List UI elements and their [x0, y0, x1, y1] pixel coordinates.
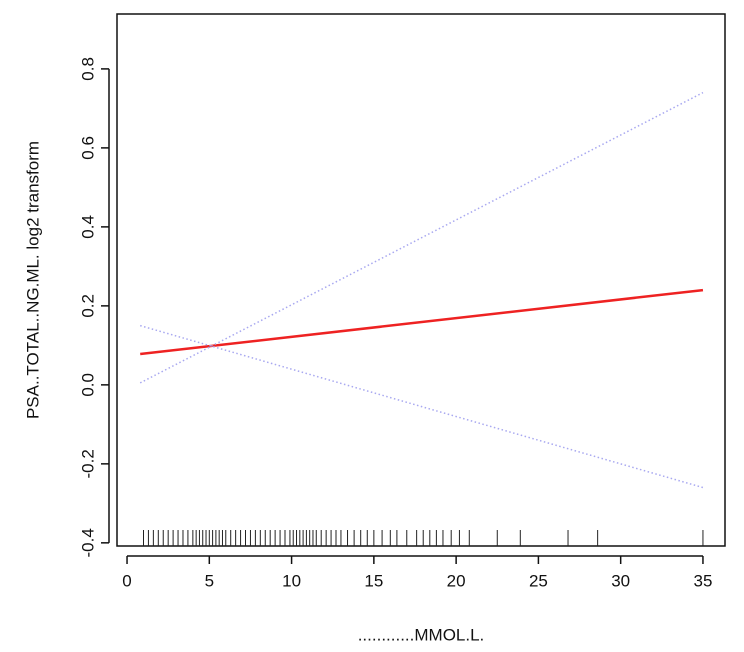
y-tick-label: 0.6 — [78, 136, 97, 160]
y-tick-label: 0.2 — [78, 294, 97, 318]
y-axis-label: PSA..TOTAL..NG.ML. log2 transform — [23, 141, 42, 419]
series-line — [139, 91, 704, 384]
y-tick-label: -0.4 — [78, 528, 97, 557]
x-tick-label: 5 — [205, 571, 214, 590]
x-tick-label: 30 — [611, 571, 630, 590]
y-tick-label: 0.8 — [78, 57, 97, 81]
y-tick-label: 0.4 — [78, 215, 97, 239]
x-axis-label: ............MMOL.L. — [358, 625, 485, 644]
x-tick-label: 15 — [364, 571, 383, 590]
y-tick-label: -0.2 — [78, 449, 97, 478]
y-tick-label: 0.0 — [78, 373, 97, 397]
x-tick-label: 20 — [447, 571, 466, 590]
x-tick-label: 25 — [529, 571, 548, 590]
x-tick-label: 10 — [282, 571, 301, 590]
x-tick-label: 0 — [122, 571, 131, 590]
series-line — [139, 324, 704, 489]
plot-frame — [116, 13, 726, 547]
series-line — [140, 288, 704, 356]
x-tick-label: 35 — [693, 571, 712, 590]
